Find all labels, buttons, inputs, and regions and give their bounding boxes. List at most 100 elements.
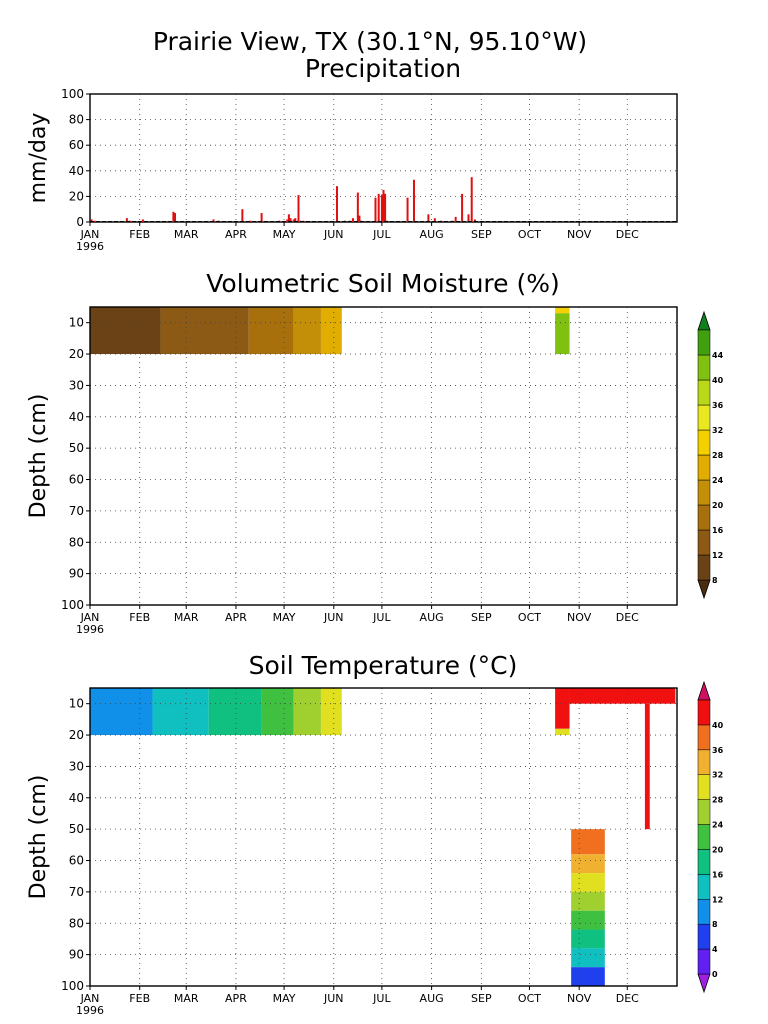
colorbar-label: 20 — [712, 845, 724, 854]
colorbar-label: 8 — [712, 576, 718, 585]
heatmap-cell — [571, 910, 605, 930]
x-tick-label: SEP — [471, 992, 492, 1005]
y-tick-label: 50 — [69, 441, 84, 455]
y-tick-label: 100 — [61, 979, 84, 993]
temperature-title: Soil Temperature (°C) — [249, 651, 518, 680]
x-tick-label: APR — [225, 228, 247, 241]
x-tick-label: AUG — [420, 228, 444, 241]
precip-bar — [335, 186, 338, 222]
x-tick-label: JAN — [80, 611, 100, 624]
precip-bar — [473, 219, 476, 222]
colorbar-segment — [697, 774, 711, 800]
y-tick-label: 20 — [69, 189, 84, 203]
precip-bar — [356, 192, 359, 222]
colorbar-segment — [697, 504, 711, 531]
x-tick-label: DEC — [616, 992, 639, 1005]
x-tick-label: MAY — [273, 228, 296, 241]
y-tick-label: 40 — [69, 791, 84, 805]
y-tick-label: 10 — [69, 316, 84, 330]
plot-frame — [89, 687, 678, 987]
x-tick-label: JUN — [323, 228, 344, 241]
heatmap-cells — [90, 688, 676, 986]
x-tick-label: MAR — [174, 228, 199, 241]
heatmap-cell — [152, 688, 209, 736]
y-tick-label: 40 — [69, 410, 84, 424]
colorbar-label: 0 — [712, 970, 718, 979]
colorbar-segment — [697, 429, 711, 456]
x-tick-label: OCT — [518, 228, 541, 241]
colorbar-segment — [697, 354, 711, 381]
heatmap-cell — [555, 688, 570, 729]
heatmap-cell — [571, 967, 605, 986]
y-tick-label: 60 — [69, 473, 84, 487]
x-tick-label: NOV — [567, 992, 592, 1005]
precip-bar — [380, 195, 383, 222]
y-tick-label: 80 — [69, 916, 84, 930]
y-tick-label: 90 — [69, 567, 84, 581]
colorbar-segment — [697, 404, 711, 431]
colorbar-segment — [697, 899, 711, 925]
precip-bar — [286, 219, 289, 222]
precip-bar — [433, 218, 436, 222]
heatmap-cell — [571, 929, 605, 949]
plot-frame — [89, 306, 678, 606]
colorbar-label: 44 — [712, 351, 724, 360]
year-label: 1996 — [76, 1004, 104, 1017]
precip-bar — [287, 214, 290, 222]
y-tick-label: 70 — [69, 504, 84, 518]
year-label: 1996 — [76, 240, 104, 253]
x-tick-label: OCT — [518, 611, 541, 624]
heatmap-cell — [320, 688, 342, 736]
y-tick-label: 60 — [69, 854, 84, 868]
heatmap-cell — [293, 688, 321, 736]
colorbar-label: 24 — [712, 476, 724, 485]
x-tick-label: MAR — [174, 992, 199, 1005]
y-tick-label: 100 — [61, 598, 84, 612]
x-tick-label: AUG — [420, 992, 444, 1005]
precip-bar — [454, 216, 457, 222]
x-tick-label: NOV — [567, 228, 592, 241]
colorbar-label: 16 — [712, 870, 724, 879]
heatmap-cell — [571, 891, 605, 911]
precip-bar — [93, 220, 96, 222]
colorbar-segment — [697, 479, 711, 506]
heatmap-cell — [571, 854, 605, 874]
heatmap-cell — [90, 307, 161, 355]
colorbar-segment — [697, 379, 711, 406]
colorbar-segment — [697, 529, 711, 556]
colorbar-min-triangle — [697, 579, 711, 600]
colorbar-label: 8 — [712, 920, 718, 929]
colorbar-segment — [697, 923, 711, 950]
heatmap-cell — [90, 688, 153, 736]
colorbar-label: 36 — [712, 401, 724, 410]
precip-bar — [412, 179, 415, 222]
x-tick-label: DEC — [616, 228, 639, 241]
precip-bar — [289, 218, 292, 222]
x-tick-label: APR — [225, 611, 247, 624]
precip-bar — [358, 215, 361, 222]
heatmap-cell — [208, 688, 262, 736]
heatmap-cell — [555, 313, 570, 355]
precip-bar — [297, 195, 300, 222]
colorbar-label: 28 — [712, 796, 724, 805]
colorbar-segment — [697, 948, 711, 975]
colorbar-label: 12 — [712, 895, 723, 904]
heatmap-cell — [555, 307, 570, 314]
y-tick-label: 40 — [69, 164, 84, 178]
x-tick-label: FEB — [129, 611, 150, 624]
heatmap-cell — [644, 703, 650, 830]
year-label: 1996 — [76, 623, 104, 636]
precip-bar — [141, 219, 144, 222]
y-tick-label: 50 — [69, 822, 84, 836]
x-tick-label: JAN — [80, 992, 100, 1005]
precipitation-panel: 0 20 40 60 80 100 JAN FEB MAR APR MAY JUN JUL AUG SEP O… — [26, 87, 678, 253]
precip-bar — [174, 213, 177, 222]
colorbar-label: 40 — [712, 376, 724, 385]
x-tick-label: JUL — [372, 228, 391, 241]
x-tick-label: DEC — [616, 611, 639, 624]
x-tick-label: MAR — [174, 611, 199, 624]
y-tick-label: 100 — [61, 87, 84, 101]
colorbar: 8 12 16 20 24 28 32 36 40 44 — [697, 310, 724, 600]
heatmap-cell — [569, 688, 676, 704]
